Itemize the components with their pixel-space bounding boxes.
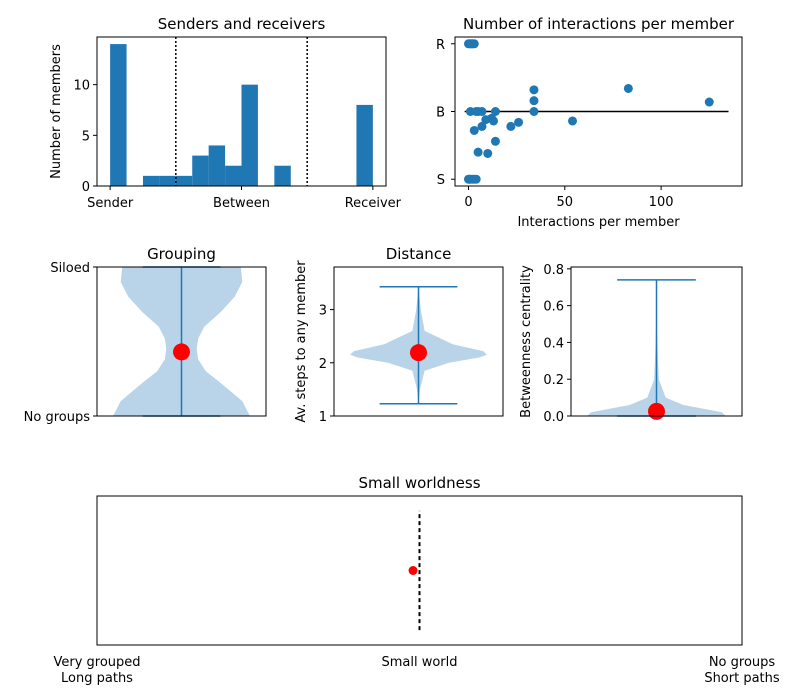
data-point bbox=[623, 83, 633, 93]
histogram-bar bbox=[274, 165, 291, 186]
data-point bbox=[471, 174, 481, 184]
network-point bbox=[408, 566, 418, 575]
data-point bbox=[490, 136, 500, 146]
y-tick-label: 10 bbox=[73, 79, 90, 94]
y-tick-label: 0.8 bbox=[543, 263, 564, 278]
histogram-bar bbox=[192, 155, 209, 186]
y-tick-label: No groups bbox=[24, 410, 91, 425]
y-tick-label: B bbox=[436, 106, 445, 121]
plot-frame bbox=[570, 266, 743, 417]
x-tick-label: Receiver bbox=[345, 196, 402, 211]
chart-title: Senders and receivers bbox=[158, 15, 326, 33]
data-point bbox=[514, 117, 524, 127]
data-point bbox=[529, 96, 539, 106]
chart-title: Distance bbox=[386, 245, 452, 263]
data-point bbox=[467, 39, 477, 49]
x-tick-label: 100 bbox=[649, 195, 674, 210]
data-point bbox=[490, 107, 500, 116]
x-tick-label: Very grouped bbox=[53, 655, 140, 670]
data-point bbox=[529, 107, 539, 116]
x-tick-label: 50 bbox=[557, 195, 574, 210]
mean-marker bbox=[410, 344, 427, 362]
x-axis-label: Interactions per member bbox=[517, 215, 680, 230]
data-point bbox=[489, 116, 499, 126]
data-point bbox=[483, 148, 493, 158]
data-point bbox=[567, 116, 577, 126]
y-tick-label: Siloed bbox=[50, 261, 90, 276]
y-axis-label: Number of members bbox=[49, 44, 64, 179]
x-tick-label: Sender bbox=[87, 196, 134, 211]
x-tick-label: No groups bbox=[709, 655, 776, 670]
y-tick-label: 0.4 bbox=[543, 336, 564, 351]
data-point bbox=[477, 121, 487, 131]
mean-marker bbox=[648, 402, 665, 420]
chart-title: Grouping bbox=[147, 245, 216, 263]
y-tick-label: 0.2 bbox=[543, 373, 564, 388]
x-tick-label-line2: Short paths bbox=[704, 671, 780, 686]
data-point bbox=[464, 174, 474, 184]
histogram-bar bbox=[142, 175, 160, 186]
x-tick-label: Between bbox=[213, 196, 270, 211]
plot-frame bbox=[333, 266, 504, 417]
data-point bbox=[704, 97, 714, 107]
y-tick-label: 5 bbox=[82, 129, 90, 144]
histogram-bar bbox=[356, 104, 373, 186]
data-point bbox=[477, 107, 487, 116]
y-axis-label: Av. steps to any member bbox=[294, 260, 309, 423]
data-point bbox=[469, 125, 479, 135]
data-point bbox=[473, 147, 483, 157]
histogram-bar bbox=[175, 175, 193, 186]
histogram-bar bbox=[208, 145, 226, 186]
x-tick-label-line2: Long paths bbox=[61, 671, 133, 686]
y-axis-label: Betweenness centrality bbox=[519, 265, 534, 418]
chart-title: Number of interactions per member bbox=[463, 15, 735, 33]
x-tick-label: Small world bbox=[381, 655, 457, 670]
y-tick-label: 0.6 bbox=[543, 300, 564, 315]
y-tick-label: S bbox=[437, 173, 445, 188]
histogram-bar bbox=[159, 175, 176, 186]
data-point bbox=[529, 85, 539, 95]
chart-title: Small worldness bbox=[358, 474, 480, 492]
data-point bbox=[506, 121, 516, 131]
histogram-bar bbox=[225, 165, 242, 186]
histogram-bar bbox=[241, 84, 258, 186]
mean-marker bbox=[173, 343, 190, 361]
y-tick-label: 1 bbox=[319, 410, 327, 425]
y-tick-label: 2 bbox=[319, 357, 327, 372]
y-tick-label: R bbox=[436, 38, 445, 53]
histogram-bar bbox=[110, 44, 127, 186]
x-tick-label: 0 bbox=[464, 195, 472, 210]
y-tick-label: 0.0 bbox=[543, 410, 564, 425]
y-tick-label: 3 bbox=[319, 304, 327, 319]
plot-frame bbox=[96, 266, 267, 417]
plot-frame bbox=[96, 495, 743, 646]
y-tick-label: 0 bbox=[82, 180, 90, 195]
